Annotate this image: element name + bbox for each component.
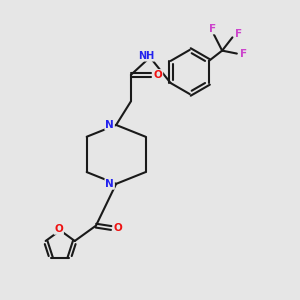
Text: F: F [209, 23, 216, 34]
Text: N: N [105, 120, 114, 130]
Text: F: F [240, 49, 247, 58]
Text: N: N [105, 179, 114, 189]
Text: O: O [154, 70, 162, 80]
Text: O: O [113, 223, 122, 233]
Text: F: F [235, 29, 242, 39]
Text: O: O [54, 224, 63, 234]
Text: NH: NH [138, 51, 154, 61]
